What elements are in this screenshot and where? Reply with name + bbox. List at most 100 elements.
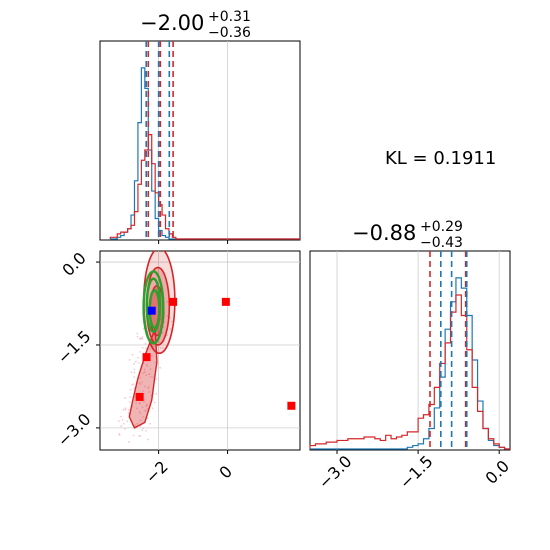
- sample-point: [133, 387, 136, 390]
- sample-point: [139, 383, 142, 386]
- sample-point: [124, 397, 127, 399]
- sample-point: [142, 415, 145, 418]
- panel-bottom-left-xticks: −2 0: [142, 450, 236, 487]
- sample-point: [152, 345, 155, 348]
- sample-point: [148, 348, 151, 350]
- sample-point: [120, 415, 123, 418]
- sample-point: [136, 407, 138, 410]
- panel-bottom-left-contours: [128, 251, 176, 429]
- sample-point: [142, 372, 145, 375]
- sample-point: [145, 374, 148, 376]
- panel-top-left-series: [109, 67, 300, 240]
- sample-point: [133, 371, 136, 374]
- sample-point: [146, 417, 149, 420]
- panel-bottom-left-xtick-label-0: −2: [142, 457, 172, 487]
- panel-bottom-left-ytick-label-2: −3.0: [54, 410, 95, 451]
- sample-point: [129, 396, 131, 398]
- sample-point: [151, 354, 153, 357]
- panel-bottom-right-xticks: −3.0 −1.5 0.0: [315, 450, 513, 493]
- panel-top-left-title-sub: −0.36: [208, 25, 251, 41]
- sample-point: [166, 300, 169, 303]
- sample-point: [149, 422, 151, 425]
- sample-point: [155, 392, 158, 395]
- sample-point: [118, 433, 121, 435]
- sample-point: [136, 422, 139, 425]
- marker-2: [221, 297, 230, 306]
- sample-point: [145, 403, 148, 406]
- marker-5: [287, 401, 296, 410]
- panel-top-left-series-1: [109, 134, 300, 240]
- sample-point: [144, 385, 146, 388]
- sample-point: [145, 429, 147, 432]
- panel-bottom-right-vlines: [429, 251, 468, 450]
- sample-point: [138, 401, 141, 404]
- panel-bottom-right-title-value: −0.88: [352, 221, 416, 245]
- sample-point: [149, 376, 152, 378]
- panel-bottom-left-frame: [99, 250, 301, 451]
- sample-point: [126, 420, 129, 423]
- sample-point: [166, 315, 169, 318]
- panel-top-left-frame: [99, 40, 301, 241]
- sample-point: [139, 412, 142, 414]
- panel-bottom-right-xtick-label-2: 0.0: [482, 456, 513, 487]
- sample-point: [128, 401, 131, 403]
- panel-bottom-right-title-sub: −0.43: [420, 235, 463, 251]
- sample-point: [143, 368, 146, 371]
- sample-point: [133, 376, 135, 378]
- marker-1: [169, 297, 178, 306]
- sample-point: [124, 407, 127, 410]
- sample-point: [141, 346, 144, 349]
- sample-point: [118, 420, 120, 423]
- sample-point: [139, 377, 142, 380]
- kl-annotation: KL = 0.1911: [385, 148, 496, 169]
- panel-bottom-right-frame: [309, 250, 511, 451]
- panel-bottom-left-yticks: 0.0 −1.5 −3.0: [54, 248, 100, 450]
- panel-bottom-right-series: [309, 277, 510, 450]
- sample-point: [131, 353, 134, 356]
- panel-top-left-title-sup: +0.31: [208, 9, 251, 25]
- panel-top-left-histogram: −2.00 +0.31 −0.36: [99, 9, 301, 244]
- sample-point: [133, 362, 135, 365]
- sample-point: [142, 390, 144, 392]
- panel-bottom-right-title-sup: +0.29: [420, 219, 463, 235]
- sample-point: [171, 320, 173, 323]
- sample-point: [161, 331, 164, 334]
- sample-point: [158, 341, 160, 344]
- sample-point: [143, 401, 145, 403]
- sample-point: [124, 428, 126, 430]
- panel-bottom-left-xtick-label-1: 0: [215, 462, 236, 483]
- sample-point: [148, 391, 151, 393]
- sample-point: [142, 427, 144, 430]
- panel-top-left-vlines: [145, 41, 174, 240]
- sample-point: [153, 401, 156, 404]
- sample-point: [147, 387, 150, 389]
- sample-point: [143, 398, 146, 401]
- sample-point: [128, 358, 131, 361]
- sample-point: [162, 326, 165, 329]
- sample-point: [162, 347, 164, 349]
- sample-point: [149, 368, 152, 371]
- sample-point: [127, 408, 130, 411]
- sample-point: [134, 360, 137, 363]
- sample-point: [131, 383, 134, 386]
- sample-point: [141, 429, 143, 431]
- sample-point: [138, 410, 141, 413]
- green-contour-1: [142, 270, 165, 345]
- sample-point: [134, 424, 137, 427]
- panel-bottom-right-xtick-label-1: −1.5: [396, 452, 437, 493]
- panel-bottom-right-histogram: −3.0 −1.5 0.0 −0.88 +0.29 −0.43: [309, 219, 513, 493]
- sample-point: [133, 368, 136, 371]
- sample-point: [122, 408, 125, 411]
- sample-point: [141, 336, 144, 339]
- sample-point: [146, 407, 149, 410]
- sample-point: [144, 347, 147, 350]
- sample-point: [127, 411, 130, 414]
- panel-bottom-right-series-1: [309, 294, 510, 450]
- sample-point: [145, 404, 148, 407]
- marker-0: [147, 306, 156, 315]
- panel-top-left-series-0: [110, 67, 300, 240]
- sample-point: [130, 371, 133, 374]
- sample-point: [159, 366, 162, 369]
- sample-point: [141, 338, 144, 340]
